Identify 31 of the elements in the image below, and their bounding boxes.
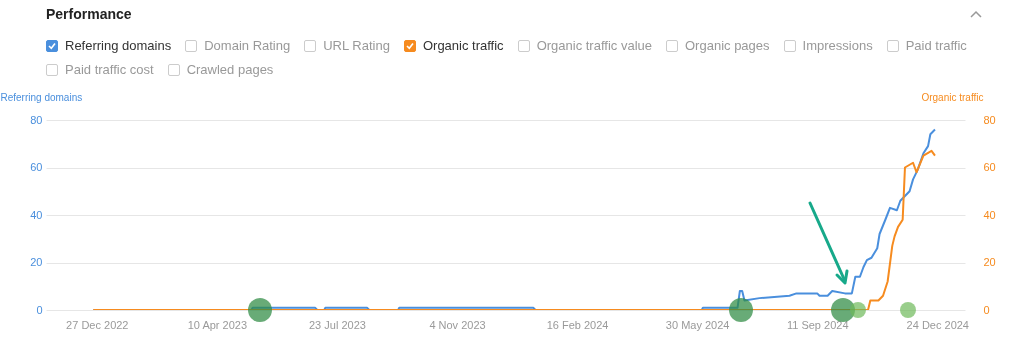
y-tick-label: 40 — [30, 208, 43, 221]
x-tick-label: 10 Apr 2023 — [187, 318, 248, 331]
text: Domain Rating — [204, 38, 291, 53]
y2-tick-label: 80 — [983, 113, 996, 126]
legend-label: Organic traffic — [422, 38, 504, 53]
y-tick-label: 80 — [30, 113, 43, 126]
y-axis-title: Referring domains — [0, 91, 83, 103]
y-tick-label: 60 — [30, 161, 43, 173]
y2-tick-label: 0 — [983, 303, 990, 316]
chart-title: Performance — [46, 6, 132, 22]
text: Organic pages — [685, 38, 770, 53]
y2-tick-label: 40 — [983, 208, 996, 221]
text: Crawled pages — [186, 62, 274, 77]
text: URL Rating — [323, 38, 390, 53]
y2-axis-title: Organic traffic — [921, 91, 984, 103]
y-tick-label: 0 — [36, 303, 43, 316]
y2-tick-label: 60 — [983, 161, 996, 173]
legend-label: Referring domains — [65, 38, 172, 53]
x-tick-label: 16 Feb 2024 — [546, 318, 609, 331]
text: Paid traffic cost — [65, 62, 154, 77]
text: Impressions — [802, 38, 873, 53]
x-tick-label: 23 Jul 2023 — [308, 318, 366, 331]
y-tick-label: 20 — [30, 256, 43, 268]
x-tick-label: 11 Sep 2024 — [786, 318, 849, 331]
x-tick-label: 24 Dec 2024 — [906, 318, 969, 331]
x-tick-label: 30 May 2024 — [665, 318, 730, 331]
x-tick-label: 4 Nov 2023 — [429, 318, 486, 331]
text: Paid traffic — [905, 38, 967, 53]
x-tick-label: 27 Dec 2022 — [66, 318, 129, 331]
y2-tick-label: 20 — [983, 256, 996, 268]
text: Organic traffic value — [536, 38, 652, 53]
